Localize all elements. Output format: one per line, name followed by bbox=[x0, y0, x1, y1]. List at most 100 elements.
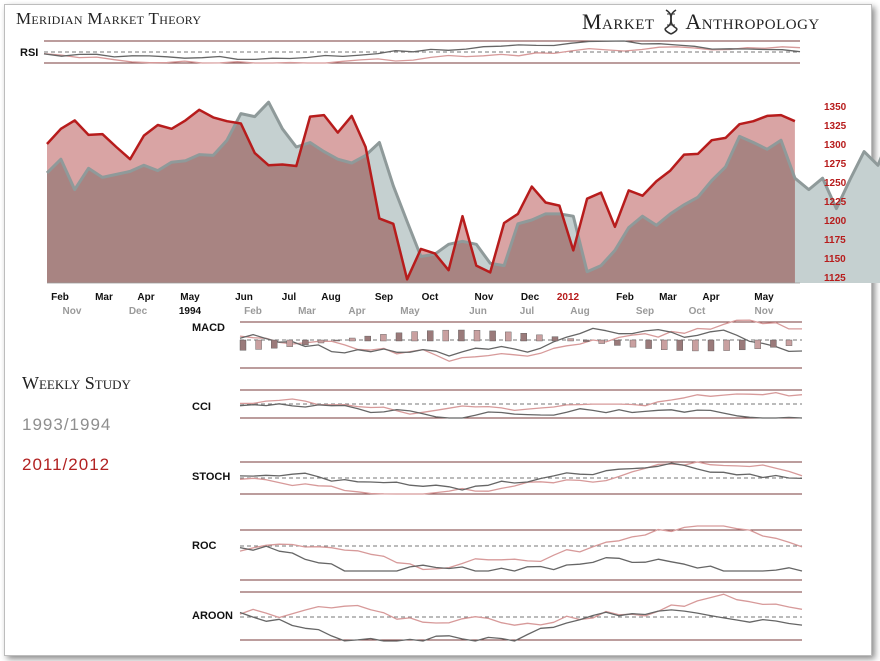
x-tick-2012-1: Mar bbox=[95, 292, 113, 303]
macd-bar bbox=[598, 339, 605, 344]
y-tick-1200: 1200 bbox=[824, 216, 847, 227]
header-title: Meridian Market Theory bbox=[16, 9, 202, 28]
ind-2011-2 bbox=[240, 391, 803, 415]
y-tick-1300: 1300 bbox=[824, 140, 847, 151]
y-tick-1150: 1150 bbox=[824, 254, 846, 265]
y-tick-1125: 1125 bbox=[824, 273, 846, 284]
macd-bar bbox=[442, 329, 449, 342]
ind-1993-5 bbox=[239, 609, 803, 642]
chart-frame bbox=[4, 4, 872, 656]
x-tick-2012-14: Apr bbox=[702, 292, 719, 303]
macd-bar bbox=[567, 338, 574, 342]
macd-bar bbox=[583, 339, 590, 342]
x-tick-2012-10: Dec bbox=[521, 292, 540, 303]
x-tick-2012-12: Feb bbox=[616, 292, 634, 303]
indicator-label-rsi: RSI bbox=[20, 47, 38, 59]
y-tick-1225: 1225 bbox=[824, 197, 847, 208]
x-tick-2012-6: Aug bbox=[321, 292, 340, 303]
macd-bar bbox=[739, 339, 746, 351]
macd-bar bbox=[255, 339, 262, 350]
x-tick-1994-10: Sep bbox=[636, 306, 654, 317]
x-tick-1994-0: Nov bbox=[63, 306, 82, 317]
main-plot bbox=[45, 100, 880, 284]
y-axis: 1125 1150 1175 1200 1225 1250 1275 1300 1325 1350 bbox=[824, 102, 847, 284]
x-tick-2012-5: Jul bbox=[282, 292, 297, 303]
legend-series-1993: 1993/1994 bbox=[22, 415, 112, 434]
ind-1993-3 bbox=[239, 462, 803, 491]
brand-left: Market bbox=[582, 9, 655, 34]
x-tick-1994-1: Dec bbox=[129, 306, 148, 317]
ind-2011-3 bbox=[239, 461, 803, 495]
x-tick-1994-11: Oct bbox=[689, 306, 706, 317]
indicators: RSI MACD CCI STOCH ROC AROON bbox=[20, 40, 803, 642]
x-tick-1994-8: Jul bbox=[520, 306, 535, 317]
x-tick-1994-7: Jun bbox=[469, 306, 487, 317]
ind-1993-4 bbox=[239, 545, 803, 572]
macd-bar bbox=[536, 334, 543, 342]
indicator-label-roc: ROC bbox=[192, 540, 217, 552]
macd-bar bbox=[551, 336, 559, 342]
macd-bar bbox=[770, 339, 777, 348]
x-axis: Feb Mar Apr May Jun Jul Aug Sep Oct Nov Dec 2012 Feb… bbox=[51, 292, 774, 317]
ind-2011-0 bbox=[43, 46, 801, 64]
x-tick-1994-5: Apr bbox=[348, 306, 365, 317]
x-tick-1994-4: Mar bbox=[298, 306, 316, 317]
x-tick-2012-7: Sep bbox=[375, 292, 393, 303]
x-tick-1994-12: Nov bbox=[755, 306, 774, 317]
macd-bar bbox=[723, 339, 730, 351]
ind-1993-0 bbox=[43, 40, 801, 61]
ind-2011-1 bbox=[239, 319, 802, 362]
ind-2011-4 bbox=[239, 525, 803, 571]
macd-bar bbox=[427, 330, 434, 342]
line-2011 bbox=[46, 108, 796, 281]
macd-bar bbox=[692, 339, 699, 352]
brand-right: Anthropology bbox=[685, 9, 820, 34]
x-tick-1994-6: May bbox=[400, 306, 420, 317]
x-tick-2012-8: Oct bbox=[422, 292, 439, 303]
x-tick-2012-2: Apr bbox=[137, 292, 154, 303]
study-title: Weekly Study bbox=[22, 373, 131, 393]
macd-bar bbox=[661, 339, 668, 350]
indicator-label-stoch: STOCH bbox=[192, 471, 230, 483]
y-tick-1175: 1175 bbox=[824, 235, 846, 246]
macd-bar bbox=[458, 329, 465, 342]
line-1993 bbox=[45, 100, 880, 274]
macd-bar bbox=[614, 339, 621, 346]
macd-bar bbox=[629, 339, 637, 348]
indicator-label-cci: CCI bbox=[192, 401, 211, 413]
x-tick-2012-4: Jun bbox=[235, 292, 253, 303]
macd-bar bbox=[271, 339, 278, 349]
legend-series-2011: 2011/2012 bbox=[22, 455, 111, 474]
x-tick-2012-15: May bbox=[754, 292, 774, 303]
macd-bar bbox=[395, 332, 403, 342]
macd-bar bbox=[707, 339, 715, 352]
macd-bar bbox=[754, 339, 761, 349]
y-tick-1325: 1325 bbox=[824, 121, 847, 132]
dna-icon bbox=[663, 9, 678, 35]
ind-1993-2 bbox=[239, 403, 803, 419]
macd-bar bbox=[411, 331, 418, 342]
macd-bar bbox=[473, 330, 481, 342]
macd-bar bbox=[286, 339, 293, 347]
ind-1993-1 bbox=[239, 327, 803, 357]
macd-bar bbox=[349, 337, 356, 342]
brand-logo: Market Anthropology bbox=[582, 9, 820, 35]
macd-bar bbox=[676, 339, 683, 351]
y-tick-1350: 1350 bbox=[824, 102, 847, 113]
x-tick-2012-13: Mar bbox=[659, 292, 677, 303]
macd-bar bbox=[302, 339, 309, 346]
macd-bar bbox=[317, 339, 325, 344]
ind-2011-5 bbox=[239, 593, 803, 626]
x-tick-2012-0: Feb bbox=[51, 292, 69, 303]
x-tick-1994-9: Aug bbox=[570, 306, 589, 317]
x-tick-2012-11: 2012 bbox=[557, 292, 580, 303]
x-tick-1994-3: Feb bbox=[244, 306, 262, 317]
x-tick-2012-3: May bbox=[180, 292, 200, 303]
macd-bar bbox=[645, 339, 652, 349]
macd-bar bbox=[785, 339, 793, 346]
macd-bar bbox=[489, 330, 496, 342]
y-tick-1250: 1250 bbox=[824, 178, 847, 189]
macd-bar bbox=[380, 334, 387, 342]
macd-bar bbox=[239, 339, 247, 351]
